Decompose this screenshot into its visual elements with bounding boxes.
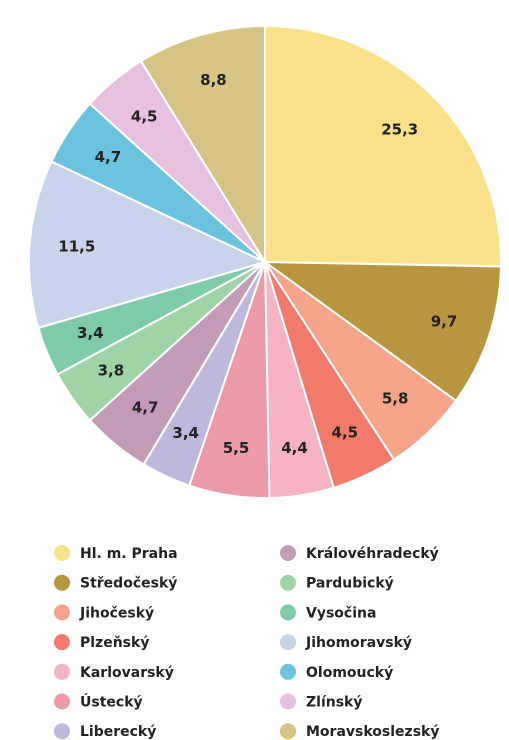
legend-swatch [280,663,296,680]
legend-label: Jihomoravský [305,635,412,651]
legend-swatch [54,574,70,591]
value-label: 4,5 [131,107,158,125]
legend-swatch [54,723,70,740]
value-label: 4,7 [95,148,122,166]
pie-slice [139,24,266,266]
legend-swatch [54,663,70,680]
legend-label: Vysočina [306,605,376,621]
value-label: 3,4 [172,424,199,442]
value-label: 5,8 [382,389,409,407]
legend-label: Liberecký [80,724,156,740]
legend-swatch [54,693,70,710]
legend-label: Plzeňský [80,635,149,651]
legend-swatch [280,634,296,651]
legend-label: Hl. m. Praha [80,546,178,562]
legend-swatch [280,574,296,591]
legend-swatch [280,604,296,621]
value-label: 4,7 [132,398,159,416]
legend-label: Královéhradecký [306,546,439,562]
legend-label: Karlovarský [80,665,174,681]
legend-label: Pardubický [306,576,394,592]
legend-swatch [280,723,296,740]
legend-swatch [54,545,70,561]
legend-swatch [280,545,296,561]
value-label: 4,5 [332,424,359,442]
legend-swatch [54,634,70,651]
legend-label: Olomoucký [306,665,393,681]
legend-label: Středočeský [80,576,177,592]
value-label: 5,5 [223,439,250,457]
legend-swatch [280,693,296,710]
legend-label: Ústecký [80,693,143,711]
value-label: 3,4 [77,324,104,342]
value-label: 9,7 [431,313,458,331]
pie-slice [261,260,502,403]
legend-label: Jihočeský [79,605,154,621]
value-label: 11,5 [58,238,95,256]
legend-label: Moravskoslezský [306,724,439,740]
pie-slice [264,24,502,268]
value-label: 25,3 [381,120,418,138]
legend-label: Zlínský [306,695,363,711]
legend-swatch [54,604,70,621]
value-label: 4,4 [281,439,308,457]
pie-slice [28,160,268,330]
value-label: 8,8 [200,71,227,89]
value-label: 3,8 [98,362,125,380]
